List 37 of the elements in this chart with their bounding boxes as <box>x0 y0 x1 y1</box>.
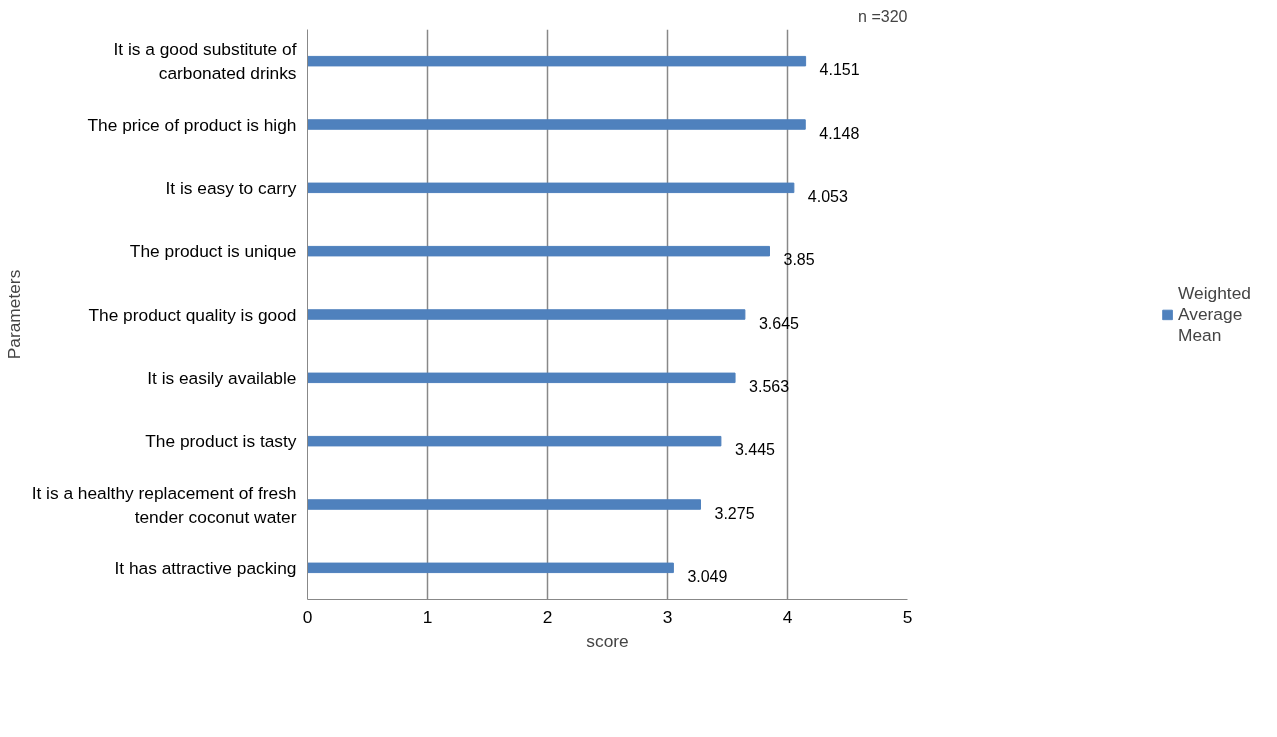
y-tick-label: The product is unique <box>129 241 297 262</box>
data-label: 4.151 <box>819 61 860 79</box>
data-label: 3.85 <box>783 251 815 269</box>
x-tick-label: 2 <box>542 606 553 627</box>
y-tick-label: It has attractive packing <box>114 557 297 578</box>
y-axis-title: Parameters <box>3 269 24 360</box>
x-tick-label: 3 <box>662 606 673 627</box>
legend-label: Weighted Average Mean <box>1178 282 1251 346</box>
y-tick-label: The product quality is good <box>88 304 297 325</box>
bar <box>307 435 722 447</box>
bar <box>307 562 674 574</box>
y-tick-label: It is easy to carry <box>165 177 297 198</box>
text: n =320 <box>858 7 908 25</box>
bar <box>307 499 701 510</box>
x-tick-label: 5 <box>902 606 913 627</box>
y-tick-label: It is a good substitute of carbonated drinks <box>113 39 297 84</box>
data-label: 4.148 <box>819 124 860 142</box>
bar <box>307 119 806 130</box>
data-label: 3.275 <box>714 504 755 522</box>
x-tick-label: 4 <box>782 606 793 627</box>
x-tick-label: 1 <box>422 606 433 627</box>
y-tick-label: It is easily available <box>147 367 297 388</box>
bar <box>307 245 770 257</box>
y-tick-label: It is a healthy replacement of fresh tender coconut water <box>31 482 297 527</box>
bar <box>307 372 736 384</box>
bar <box>307 182 795 194</box>
data-label: 3.049 <box>687 567 728 585</box>
data-label: 4.053 <box>807 187 848 205</box>
data-label: 3.445 <box>734 441 776 459</box>
bar <box>307 55 807 67</box>
data-label: 3.645 <box>758 314 800 332</box>
data-label: 3.563 <box>749 377 790 395</box>
x-tick-label: 0 <box>302 606 313 627</box>
y-tick-label: The product is tasty <box>145 431 297 452</box>
bar <box>307 309 746 320</box>
x-axis-title: score <box>586 630 629 651</box>
y-tick-label: The price of product is high <box>87 114 297 135</box>
